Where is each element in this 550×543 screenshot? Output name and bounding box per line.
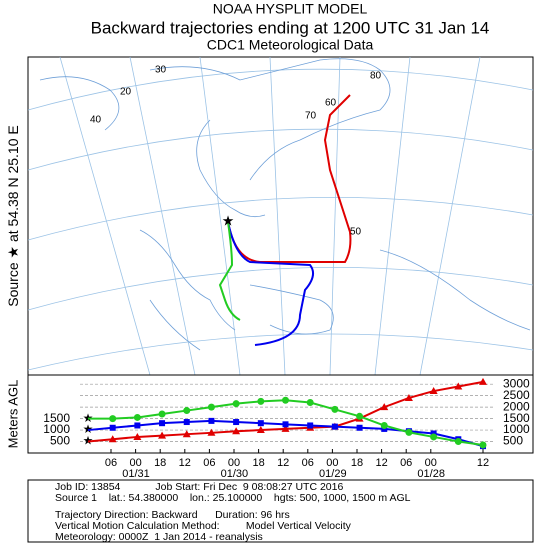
- x-tick-label: 06: [400, 457, 412, 469]
- marker: [232, 427, 241, 435]
- source-label-part: at: [5, 230, 21, 242]
- x-tick-label: 12: [477, 457, 489, 469]
- marker: [158, 431, 167, 439]
- info-line: Meteorology: 0000Z 1 Jan 2014 - reanalys…: [55, 531, 263, 543]
- marker: [257, 397, 265, 405]
- map-label: 70: [305, 111, 317, 122]
- x-tick-label: 18: [252, 457, 264, 469]
- y-tick-label: 2000: [503, 399, 530, 413]
- info-line: Source 1 lat.: 54.380000 lon.: 25.100000…: [55, 492, 411, 504]
- source-label-part: 54.38 N: [5, 177, 21, 226]
- data-source: CDC1 Meteorological Data: [207, 37, 374, 53]
- marker: [281, 424, 290, 432]
- y-tick-label: 1000: [503, 422, 530, 436]
- marker: [109, 415, 117, 423]
- map-label: 20: [120, 87, 132, 98]
- x-tick-label: 12: [375, 457, 387, 469]
- marker: [159, 420, 166, 427]
- marker: [158, 410, 166, 418]
- marker: [454, 438, 462, 446]
- x-tick-label: 00: [129, 457, 141, 469]
- source-label-part: 25.10 E: [5, 125, 21, 173]
- x-tick-label: 06: [203, 457, 215, 469]
- marker: [182, 430, 191, 438]
- marker: [429, 387, 438, 395]
- info-line: Job ID: 13854 Job Start: Fri Dec 9 08:08…: [55, 481, 343, 493]
- marker: [404, 393, 413, 401]
- svg-text:★: ★: [222, 213, 235, 229]
- marker: [454, 382, 463, 390]
- marker: [331, 423, 338, 430]
- marker: [256, 426, 265, 434]
- marker: [306, 399, 314, 407]
- map-frame: [27, 56, 534, 376]
- x-tick-label: 00: [326, 457, 338, 469]
- y-axis-label: Meters AGL: [5, 380, 20, 449]
- map-label: 60: [325, 98, 337, 109]
- marker: [479, 377, 487, 385]
- y-tick-label: 3000: [503, 376, 530, 390]
- map-label: 40: [90, 115, 102, 126]
- map: ★: [27, 56, 534, 376]
- marker: [331, 405, 339, 413]
- marker: [282, 396, 289, 404]
- date-label: 01/29: [319, 468, 347, 480]
- marker: [380, 421, 388, 429]
- date-label: 01/30: [221, 468, 249, 480]
- date-label: 01/28: [417, 468, 445, 480]
- marker: [405, 428, 413, 436]
- chart-subtitle: Backward trajectories ending at 1200 UTC…: [91, 18, 490, 37]
- source-height-label: 500: [50, 434, 70, 448]
- x-tick-label: 12: [277, 457, 289, 469]
- marker: [207, 403, 215, 411]
- map-label: 50: [350, 227, 362, 238]
- marker: [232, 400, 240, 408]
- info-line: Vertical Motion Calculation Method: Mode…: [55, 520, 352, 532]
- x-tick-label: 12: [179, 457, 191, 469]
- y-tick-label: 500: [503, 434, 523, 448]
- marker: [133, 432, 142, 440]
- x-tick-label: 06: [105, 457, 117, 469]
- info-box: [27, 479, 534, 543]
- x-tick-label: 00: [228, 457, 240, 469]
- chart-title: NOAA HYSPLIT MODEL: [213, 1, 368, 17]
- marker: [109, 424, 116, 431]
- marker: [307, 422, 314, 429]
- marker: [183, 407, 191, 415]
- source-label: Source ★ at 54.38 N 25.10 E: [5, 125, 21, 306]
- date-label: 01/31: [122, 468, 150, 480]
- y-tick-label: 1500: [503, 411, 530, 425]
- marker: [479, 441, 487, 449]
- source-label-part: Source: [5, 262, 21, 307]
- marker: [380, 403, 389, 411]
- marker: [257, 420, 264, 427]
- x-tick-label: 18: [154, 457, 166, 469]
- marker: [207, 428, 216, 436]
- source-height-label: 1000: [43, 422, 70, 436]
- x-tick-label: 06: [302, 457, 314, 469]
- marker: [108, 435, 117, 443]
- marker: [208, 417, 215, 424]
- x-tick-label: 00: [425, 457, 437, 469]
- map-label: 80: [370, 71, 382, 82]
- info-line: Trajectory Direction: Backward Duration:…: [55, 509, 290, 521]
- x-tick-label: 18: [351, 457, 363, 469]
- y-tick-label: 2500: [503, 388, 530, 402]
- marker: [282, 421, 289, 428]
- marker: [233, 419, 240, 426]
- marker: [430, 433, 438, 441]
- marker: [356, 424, 363, 431]
- marker: [356, 412, 364, 420]
- marker: [133, 413, 141, 421]
- marker: [183, 419, 190, 426]
- marker: [134, 422, 141, 429]
- map-label: 30: [155, 65, 167, 76]
- source-height-label: 1500: [43, 411, 70, 425]
